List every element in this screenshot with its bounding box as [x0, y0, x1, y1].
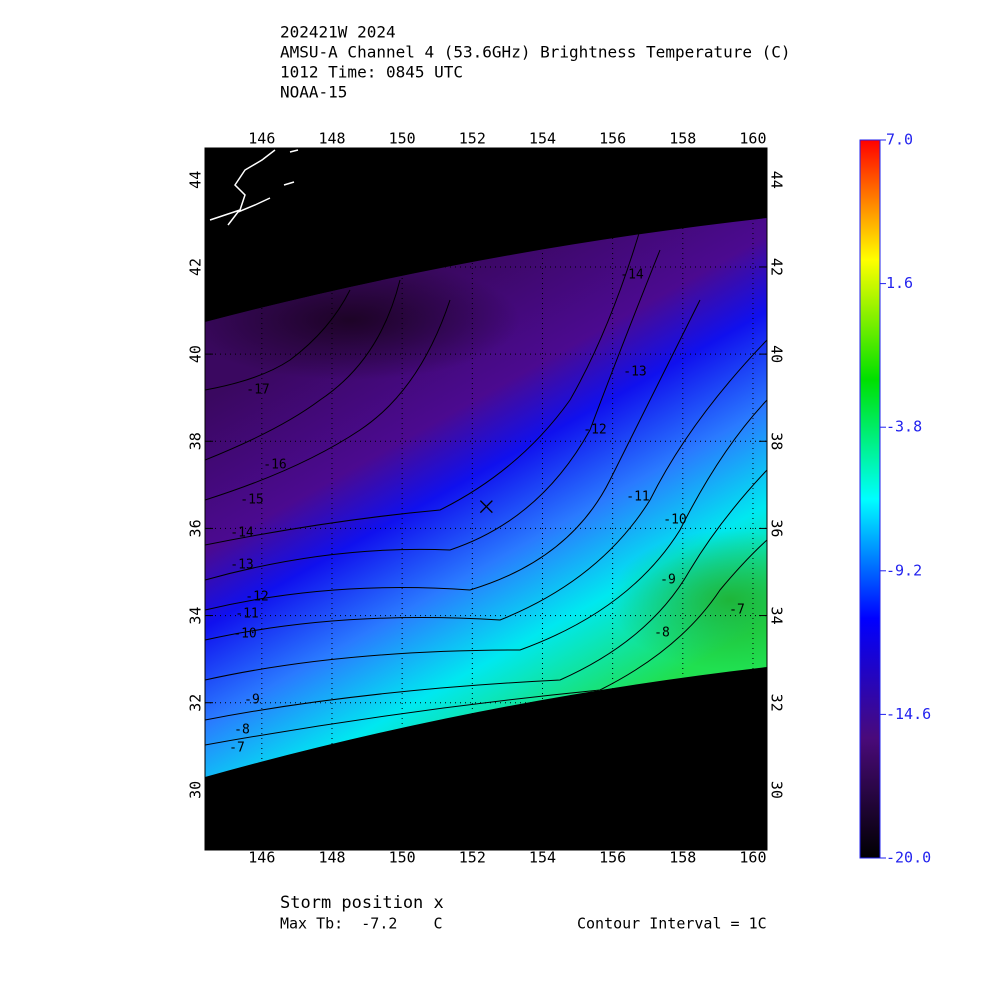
contour-interval: Contour Interval = 1C	[577, 915, 767, 933]
coastline	[209, 149, 299, 226]
x-tick-label: 156	[599, 849, 626, 867]
y-tick-label: 44	[768, 171, 786, 189]
x-tick-label: 154	[529, 130, 556, 148]
contour-label: -17	[246, 383, 269, 398]
y-tick-label: 36	[187, 519, 205, 537]
x-tick-label: 152	[459, 849, 486, 867]
contour-label: -8	[234, 723, 250, 738]
y-tick-label: 38	[768, 432, 786, 450]
contour-label: -7	[229, 741, 245, 756]
title-line: 202421W 2024	[280, 23, 396, 42]
colorbar-label: 1.6	[886, 274, 913, 292]
colorbar-label: 7.0	[886, 131, 913, 149]
title-line: NOAA-15	[280, 83, 347, 102]
x-tick-label: 148	[318, 130, 345, 148]
y-tick-label: 44	[187, 171, 205, 189]
title-line: 1012 Time: 0845 UTC	[280, 63, 463, 82]
x-tick-label: 146	[248, 130, 275, 148]
contour-label: -12	[245, 590, 268, 605]
y-tick-label: 30	[768, 781, 786, 799]
y-tick-label: 40	[768, 345, 786, 363]
x-tick-label: 160	[739, 849, 766, 867]
warm-area	[610, 530, 767, 670]
colorbar-label: -14.6	[886, 705, 931, 723]
contour-label: -14	[230, 526, 254, 541]
contour-label: -13	[623, 365, 646, 380]
contour-label: -10	[233, 627, 256, 642]
x-tick-label: 150	[389, 849, 416, 867]
y-tick-label: 32	[768, 694, 786, 712]
y-tick-label: 36	[768, 519, 786, 537]
x-tick-label: 148	[318, 849, 345, 867]
x-tick-label: 158	[669, 130, 696, 148]
contour-label: -7	[729, 603, 745, 618]
y-tick-label: 30	[187, 781, 205, 799]
colorbar: 7.0 1.6 -3.8 -9.2 -14.6 -20.0	[859, 131, 931, 867]
contour-label: -16	[263, 458, 286, 473]
x-tick-label: 152	[459, 130, 486, 148]
y-tick-label: 38	[187, 432, 205, 450]
contour-label: -8	[654, 626, 670, 641]
max-tb: Max Tb: -7.2 C	[280, 915, 443, 933]
colorbar-label: -20.0	[886, 849, 931, 867]
contour-label: -10	[663, 513, 686, 528]
x-tick-label: 150	[389, 130, 416, 148]
x-tick-label: 154	[529, 849, 556, 867]
y-tick-label: 40	[187, 345, 205, 363]
y-tick-label: 34	[187, 607, 205, 625]
contour-label: -13	[230, 558, 253, 573]
x-tick-label: 160	[739, 130, 766, 148]
contour-label: -14	[620, 268, 644, 283]
map-frame	[204, 147, 768, 851]
y-tick-label: 32	[187, 694, 205, 712]
contour-label: -15	[240, 493, 263, 508]
y-tick-label: 42	[768, 258, 786, 276]
contour-label: -9	[244, 693, 260, 708]
x-tick-label: 146	[248, 849, 275, 867]
colorbar-fill	[859, 139, 881, 859]
map	[205, 148, 767, 850]
contour-label: -12	[583, 423, 606, 438]
x-tick-label: 156	[599, 130, 626, 148]
colorbar-label: -3.8	[886, 418, 922, 436]
y-tick-label: 34	[768, 607, 786, 625]
storm-label: Storm position x	[280, 893, 444, 913]
colorbar-label: -9.2	[886, 561, 922, 579]
title-line: AMSU-A Channel 4 (53.6GHz) Brightness Te…	[280, 43, 791, 62]
contour-label: -9	[660, 573, 676, 588]
storm-marker	[479, 500, 493, 514]
contours	[205, 229, 767, 746]
contour-label: -11	[235, 607, 258, 622]
contour-label: -11	[626, 490, 649, 505]
x-tick-label: 158	[669, 849, 696, 867]
y-tick-label: 42	[187, 258, 205, 276]
